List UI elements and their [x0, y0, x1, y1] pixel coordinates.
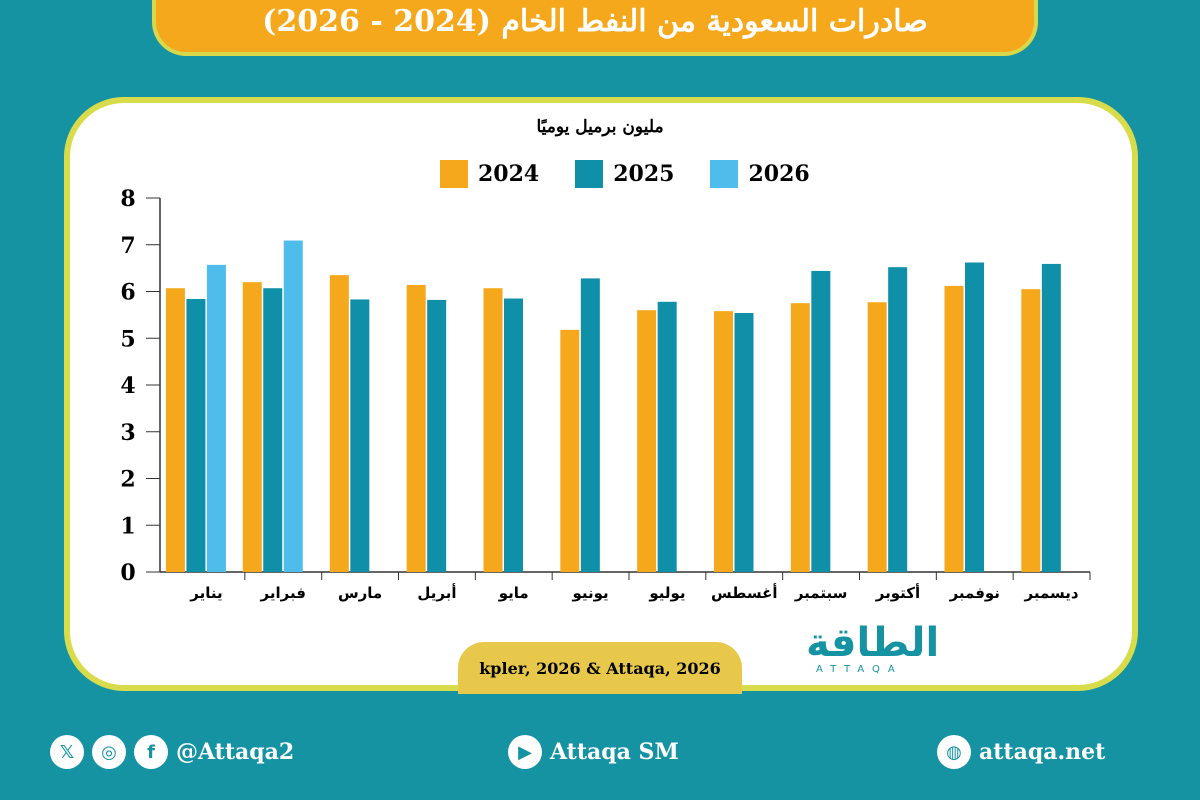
bar-2025: [580, 278, 600, 572]
y-tick-label: 5: [120, 326, 135, 352]
bar-2024: [560, 329, 580, 572]
legend-swatch: [710, 160, 739, 188]
youtube-handle[interactable]: Attaqa SM: [550, 739, 679, 765]
x-tick-label: أغسطس: [711, 583, 777, 602]
y-tick-label: 0: [120, 560, 135, 586]
x-tick-label: نوفمبر: [949, 584, 1000, 602]
legend: 2024 2025 2026: [440, 160, 810, 188]
bar-2025: [427, 299, 447, 572]
x-tick-label: ديسمبر: [1024, 584, 1079, 602]
bar-2024: [714, 311, 733, 572]
website-url[interactable]: attaqa.net: [979, 739, 1106, 765]
title-banner: صادرات السعودية من النفط الخام (2024 - 2…: [152, 0, 1038, 56]
instagram-icon[interactable]: ◎: [92, 735, 126, 769]
social-handle[interactable]: @Attaqa2: [176, 739, 295, 765]
x-tick-label: أكتوبر: [875, 583, 920, 602]
bar-2024: [1021, 289, 1041, 572]
legend-label: 2025: [613, 161, 675, 187]
legend-label: 2024: [478, 161, 540, 187]
bar-2025: [504, 298, 523, 572]
y-tick-label: 1: [120, 513, 135, 539]
bar-2024: [944, 285, 964, 572]
x-tick-label: يناير: [189, 584, 222, 602]
logo-arabic: الطاقة: [806, 620, 940, 666]
y-tick-label: 3: [120, 420, 135, 446]
bar-2025: [350, 299, 370, 572]
x-tick-label: مايو: [498, 584, 529, 602]
youtube-icon[interactable]: ▶: [508, 735, 542, 769]
legend-item-2024: 2024: [440, 160, 539, 188]
y-tick-label: 6: [120, 280, 135, 306]
bar-2025: [263, 288, 283, 572]
bar-2024: [867, 302, 887, 572]
social-links: 𝕏 ◎ f @Attaqa2: [50, 735, 294, 769]
bar-2025: [186, 298, 206, 572]
y-axis-unit-label: مليون برميل يوميًا: [536, 117, 664, 137]
globe-icon[interactable]: ◍: [937, 735, 971, 769]
bar-2025: [965, 262, 984, 572]
legend-swatch: [440, 160, 468, 188]
attaqa-logo: الطاقة ATTAQA: [806, 620, 986, 680]
y-tick-label: 4: [120, 373, 135, 399]
youtube-link: ▶ Attaqa SM: [508, 735, 679, 769]
bar-2024: [483, 288, 503, 572]
website-link: ◍ attaqa.net: [937, 735, 1105, 769]
chart-title: صادرات السعودية من النفط الخام (2024 - 2…: [262, 3, 928, 39]
y-tick-label: 2: [120, 467, 135, 493]
legend-item-2025: 2025: [575, 160, 674, 188]
bar-2024: [242, 282, 262, 572]
x-tick-label: يوليو: [648, 584, 685, 602]
legend-swatch: [575, 160, 604, 188]
bar-2024: [637, 310, 657, 572]
bar-2024: [329, 275, 349, 572]
bar-2025: [657, 301, 677, 572]
bar-2026: [283, 240, 303, 573]
bar-2024: [790, 303, 810, 572]
y-tick-label: 7: [120, 233, 135, 259]
y-tick-label: 8: [120, 186, 135, 212]
bar-2025: [734, 313, 754, 572]
bar-2026: [206, 264, 226, 572]
facebook-icon[interactable]: f: [134, 735, 168, 769]
bar-2024: [165, 288, 185, 572]
source-label: kpler, 2026 & Attaqa, 2026: [458, 642, 742, 694]
legend-item-2026: 2026: [710, 160, 810, 188]
bar-2025: [1041, 263, 1061, 572]
bar-2025: [888, 267, 908, 572]
x-icon[interactable]: 𝕏: [50, 735, 84, 769]
x-tick-label: يونيو: [571, 584, 608, 602]
logo-english: ATTAQA: [816, 664, 903, 675]
bar-2024: [406, 284, 426, 572]
bar-2025: [811, 270, 831, 572]
x-tick-label: فبراير: [260, 584, 306, 602]
x-tick-label: أبريل: [417, 583, 456, 602]
x-tick-label: سبتمبر: [794, 584, 848, 602]
x-tick-label: مارس: [338, 584, 382, 602]
legend-label: 2026: [748, 161, 810, 187]
